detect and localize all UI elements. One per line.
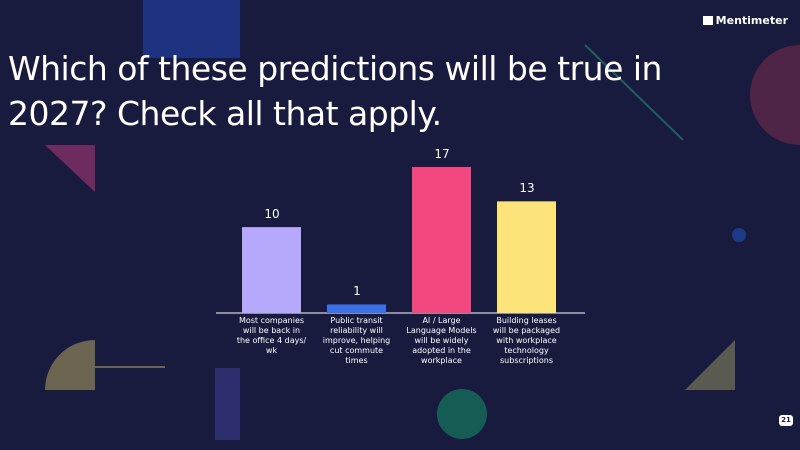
value-label: 17 [434, 147, 450, 161]
slide-title: Which of these predictions will be true … [8, 49, 662, 133]
bar [242, 227, 301, 313]
bar [327, 304, 386, 313]
category-label: Building leases will be packaged with wo… [492, 316, 561, 365]
category-label: Public transit reliability will improve,… [322, 316, 391, 365]
bar [497, 201, 556, 313]
deco-line [584, 44, 684, 141]
bars [242, 167, 556, 313]
deco-triangle [685, 340, 735, 390]
deco-rect [143, 0, 240, 58]
deco-triangle [45, 145, 95, 192]
value-label: 1 [353, 284, 361, 299]
deco-circle [750, 45, 800, 145]
brand: Mentimeter [702, 14, 788, 27]
value-label: 13 [519, 181, 535, 196]
value-label: 10 [264, 207, 280, 222]
brand-name: Mentimeter [715, 14, 788, 27]
bar [412, 167, 471, 313]
category-label: AI / Large Language Models will be widel… [406, 316, 477, 365]
brand-icon [702, 16, 713, 25]
deco-dot [732, 228, 746, 242]
deco-semicircle [45, 340, 95, 390]
deco-circle [437, 389, 487, 439]
deco-rect [215, 368, 240, 440]
category-label: Most companies will be back in the offic… [236, 316, 307, 355]
participant-count[interactable]: 21 [779, 415, 793, 426]
